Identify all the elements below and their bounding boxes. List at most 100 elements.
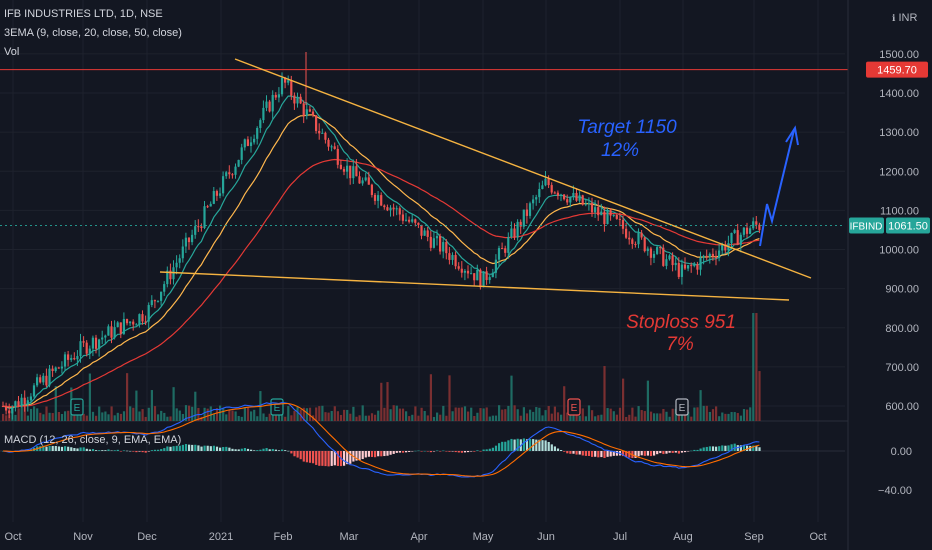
volume-bar [29, 408, 33, 421]
candle-body [79, 341, 82, 357]
macd-histogram-bar [67, 446, 70, 451]
macd-histogram-bar [643, 451, 646, 456]
macd-pane [0, 402, 845, 478]
macd-histogram-bar [752, 445, 755, 451]
earnings-marker [675, 398, 689, 416]
candle-body [364, 177, 367, 181]
candle-body [222, 176, 225, 194]
volume-bar [315, 407, 318, 421]
macd-histogram-bar [253, 450, 256, 451]
candle-body [48, 368, 51, 386]
volume-bar [432, 416, 436, 421]
volume-bar [532, 411, 535, 421]
macd-histogram-bar [225, 446, 228, 451]
macd-histogram-bar [79, 447, 82, 451]
macd-y-tick-label: 0.00 [891, 446, 912, 458]
macd-histogram-bar [333, 451, 336, 466]
candle-body [138, 314, 141, 325]
volume-bar [693, 407, 696, 421]
macd-histogram-bar [367, 451, 370, 457]
candle-body [690, 265, 693, 267]
macd-histogram-bar [522, 438, 525, 451]
macd-histogram-bar [420, 451, 423, 452]
macd-histogram-bar [101, 450, 104, 451]
candle-body [315, 115, 318, 131]
volume-bar [160, 410, 163, 421]
macd-histogram-bar [560, 450, 563, 451]
macd-histogram-bar [702, 447, 705, 451]
candle-body [485, 271, 488, 281]
candle-body [594, 207, 597, 213]
macd-histogram-bar [640, 451, 643, 456]
candle-body [70, 358, 73, 360]
volume-bar [126, 373, 129, 421]
volume-bar [711, 409, 715, 421]
candle-body [600, 211, 603, 216]
candle-body [603, 211, 606, 225]
candle-body [231, 174, 234, 176]
candle-body [724, 244, 727, 251]
candle-body [280, 77, 284, 95]
macd-histogram-bar [42, 445, 45, 451]
volume-bar [429, 374, 432, 421]
y-tick-label: 1300.00 [879, 127, 919, 139]
x-tick-label: Nov [73, 531, 93, 543]
earnings-marker-label: E [274, 403, 281, 414]
volume-bar [566, 412, 569, 421]
volume-bar [358, 415, 361, 421]
candle-body [135, 324, 138, 326]
candle-body [711, 253, 714, 257]
volume-bar [482, 408, 485, 421]
volume-bar [538, 407, 541, 421]
volume-bar [405, 411, 408, 421]
candle-body [395, 208, 398, 210]
volume-bar [665, 411, 668, 421]
candle-body [404, 219, 408, 221]
volume-bar [228, 410, 231, 421]
macd-histogram-bar [349, 451, 352, 464]
candle-body [615, 215, 618, 219]
macd-histogram-bar [591, 451, 594, 457]
candle-body [696, 264, 699, 270]
macd-histogram-bar [501, 441, 504, 451]
macd-histogram-bar [467, 451, 470, 453]
macd-histogram-bar [507, 440, 510, 451]
candle-body [39, 377, 42, 383]
macd-histogram-bar [758, 447, 761, 451]
candle-body [54, 367, 57, 371]
macd-histogram-bar [597, 451, 600, 458]
candle-body [324, 132, 327, 140]
candle-body [411, 219, 414, 222]
macd-histogram-bar [277, 450, 281, 451]
macd-histogram-bar [45, 446, 48, 451]
candle-body [646, 248, 649, 252]
candle-body [612, 215, 615, 217]
macd-histogram-bar [160, 449, 163, 451]
candle-body [125, 318, 129, 324]
candle-body [116, 322, 119, 328]
candle-body [429, 236, 432, 248]
volume-bar [609, 408, 612, 421]
volume-bar [395, 405, 398, 421]
macd-histogram-bar [57, 446, 60, 451]
volume-bar [498, 405, 501, 421]
candle-body [408, 219, 411, 222]
volume-bar [612, 411, 615, 421]
candle-body [361, 180, 364, 184]
volume-bar [234, 411, 237, 421]
volume-bar [42, 414, 45, 421]
candle-body [163, 284, 166, 292]
volume-bar [243, 407, 246, 421]
macd-histogram-bar [82, 447, 85, 451]
target-pct-label: 12% [601, 140, 639, 161]
macd-histogram-bar [454, 451, 457, 453]
volume-bar [600, 414, 603, 421]
volume-bar [668, 416, 671, 421]
candle-body [169, 270, 172, 280]
candle-body [63, 354, 67, 367]
volume-bar [408, 416, 411, 421]
candle-body [609, 210, 612, 216]
macd-histogram-bar [696, 449, 699, 451]
volume-bar [349, 413, 352, 421]
